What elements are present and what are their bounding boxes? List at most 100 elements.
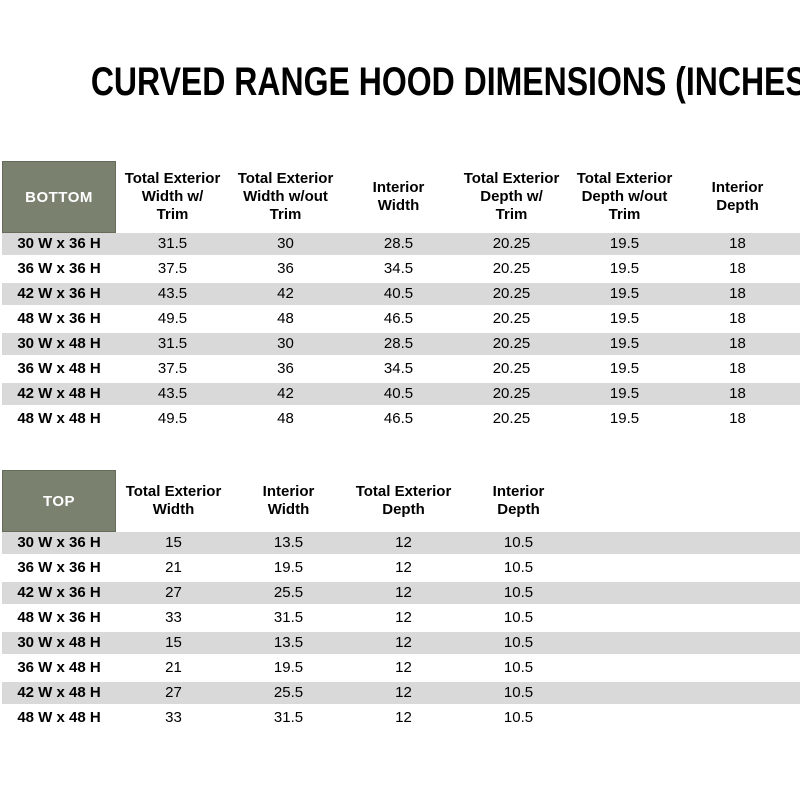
dimension-value: 49.5 [157,310,188,327]
dimension-value: 12 [395,609,412,626]
dimension-value: 21 [165,559,182,576]
table-row: 36 W x 36 H 21 19.5 12 10.5 [2,557,800,582]
dimension-value: 20.25 [492,310,531,327]
row-label: 48 W x 48 H [17,410,101,427]
row-label: 48 W x 36 H [17,609,101,626]
table-row: 36 W x 48 H 21 19.5 12 10.5 [2,657,800,682]
dimension-value: 25.5 [273,584,304,601]
dimension-value: 36 [277,260,294,277]
dimension-value: 19.5 [609,310,640,327]
dimension-value: 12 [395,659,412,676]
dimension-value: 30 [277,235,294,252]
dimension-value: 20.25 [492,360,531,377]
row-label: 42 W x 36 H [17,584,101,601]
dimension-value: 19.5 [273,559,304,576]
table-row: 30 W x 36 H 15 13.5 12 10.5 [2,532,800,557]
table-row: 30 W x 48 H 31.5 30 28.5 20.25 19.5 18 [2,333,800,358]
table-row: 30 W x 36 H 31.5 30 28.5 20.25 19.5 18 [2,233,800,258]
column-header: Total Exterior Width w/ Trim [124,170,221,223]
dimension-value: 12 [395,584,412,601]
dimension-value: 34.5 [383,360,414,377]
column-header: Total Exterior Depth [355,483,452,518]
dimension-value: 19.5 [609,260,640,277]
dimension-value: 12 [395,709,412,726]
row-label: 30 W x 36 H [17,235,101,252]
table-row: 42 W x 36 H 43.5 42 40.5 20.25 19.5 18 [2,283,800,308]
dimension-value: 15 [165,534,182,551]
dimension-value: 27 [165,684,182,701]
dimension-value: 18 [729,335,746,352]
dimension-value: 12 [395,684,412,701]
row-label: 36 W x 36 H [17,559,101,576]
dimension-value: 18 [729,235,746,252]
table-row: 42 W x 48 H 43.5 42 40.5 20.25 19.5 18 [2,383,800,408]
dimension-value: 12 [395,534,412,551]
table-row: 30 W x 48 H 15 13.5 12 10.5 [2,632,800,657]
dimension-value: 19.5 [273,659,304,676]
dimension-value: 20.25 [492,385,531,402]
dimension-value: 10.5 [503,709,534,726]
table-corner-label-top: TOP [2,470,116,532]
column-header: Interior Depth [492,483,545,518]
dimension-value: 31.5 [157,235,188,252]
spec-sheet: CURVED RANGE HOOD DIMENSIONS (INCHES) BO… [0,60,800,732]
dimension-value: 20.25 [492,260,531,277]
dimension-value: 19.5 [609,360,640,377]
dimension-value: 46.5 [383,410,414,427]
table-row: 42 W x 36 H 27 25.5 12 10.5 [2,582,800,607]
dimension-value: 18 [729,310,746,327]
table-row: 48 W x 36 H 49.5 48 46.5 20.25 19.5 18 [2,308,800,333]
dimension-value: 18 [729,360,746,377]
dimension-value: 30 [277,335,294,352]
dimension-value: 10.5 [503,534,534,551]
row-label: 36 W x 48 H [17,659,101,676]
dimension-value: 12 [395,559,412,576]
table-header-row: BOTTOM Total Exterior Width w/ Trim Total… [2,161,800,233]
dimensions-table-top: TOP Total Exterior Width Interior Width To… [2,470,800,732]
table-row: 36 W x 36 H 37.5 36 34.5 20.25 19.5 18 [2,258,800,283]
row-label: 36 W x 36 H [17,260,101,277]
dimension-value: 15 [165,634,182,651]
dimension-value: 18 [729,410,746,427]
dimension-value: 21 [165,659,182,676]
table-header-row: TOP Total Exterior Width Interior Width To… [2,470,800,532]
table-row: 48 W x 48 H 49.5 48 46.5 20.25 19.5 18 [2,408,800,433]
dimension-value: 10.5 [503,684,534,701]
dimension-value: 36 [277,360,294,377]
dimension-value: 33 [165,709,182,726]
row-label: 42 W x 48 H [17,684,101,701]
dimension-value: 13.5 [273,634,304,651]
dimension-value: 37.5 [157,360,188,377]
dimension-value: 46.5 [383,310,414,327]
dimension-value: 40.5 [383,285,414,302]
dimension-value: 31.5 [157,335,188,352]
dimension-value: 12 [395,634,412,651]
dimension-value: 28.5 [383,235,414,252]
column-header: Total Exterior Width [125,483,222,518]
dimension-value: 20.25 [492,410,531,427]
dimension-value: 42 [277,385,294,402]
table-row: 48 W x 48 H 33 31.5 12 10.5 [2,707,800,732]
row-label: 30 W x 36 H [17,534,101,551]
dimensions-table-bottom: BOTTOM Total Exterior Width w/ Trim Total… [2,161,800,433]
dimension-value: 43.5 [157,285,188,302]
dimension-value: 19.5 [609,385,640,402]
column-header: Total Exterior Depth w/out Trim [576,170,673,223]
column-header: Interior Depth [711,179,764,214]
dimension-value: 49.5 [157,410,188,427]
column-header: Interior Width [262,483,315,518]
dimension-value: 13.5 [273,534,304,551]
table-body: 30 W x 36 H 15 13.5 12 10.5 36 W x 36 H 21 19.5… [2,532,800,732]
dimension-value: 20.25 [492,335,531,352]
row-label: 42 W x 48 H [17,385,101,402]
row-label: 36 W x 48 H [17,360,101,377]
dimension-value: 31.5 [273,609,304,626]
table-body: 30 W x 36 H 31.5 30 28.5 20.25 19.5 18 36 W x 3… [2,233,800,433]
row-label: 30 W x 48 H [17,335,101,352]
dimension-value: 10.5 [503,584,534,601]
dimension-value: 10.5 [503,659,534,676]
dimension-value: 48 [277,310,294,327]
page-title: CURVED RANGE HOOD DIMENSIONS (INCHES) [90,60,800,104]
dimension-value: 43.5 [157,385,188,402]
dimension-value: 20.25 [492,285,531,302]
